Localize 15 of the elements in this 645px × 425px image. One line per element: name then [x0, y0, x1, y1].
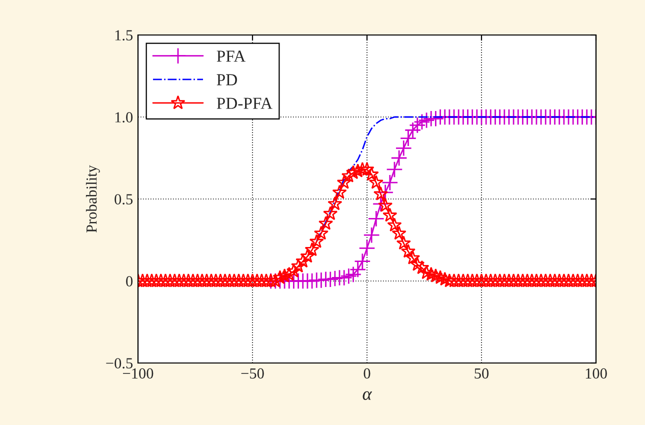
x-tick-label: 0	[364, 368, 370, 379]
x-tick-label: 100	[586, 368, 607, 379]
y-tick-label: 0	[126, 276, 133, 286]
y-axis-title: Probability	[86, 165, 100, 233]
x-axis-title: α	[362, 391, 372, 400]
legend-label: PFA	[216, 50, 246, 62]
legend-label: PD-PFA	[216, 98, 272, 109]
legend-label: PD	[216, 74, 237, 86]
y-tick-label: 0.5	[114, 194, 133, 205]
x-tick-label: 50	[474, 368, 489, 379]
y-tick-label: 1.5	[115, 30, 133, 41]
y-tick-label: 1.0	[115, 112, 133, 123]
x-tick-label: −50	[241, 368, 264, 379]
y-tick-label: −0.5	[106, 358, 133, 369]
x-tick-label: −100	[122, 368, 154, 379]
